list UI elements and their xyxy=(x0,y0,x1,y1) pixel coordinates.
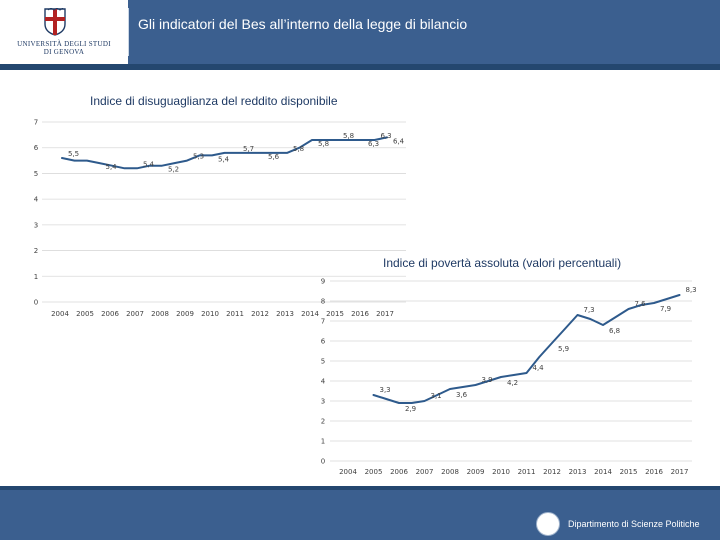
chart2-xtick-label: 2017 xyxy=(671,468,689,476)
chart2-ytick-label: 2 xyxy=(321,418,325,426)
chart2-data-label: 2,9 xyxy=(405,405,416,413)
chart2-data-label: 7,3 xyxy=(584,306,595,314)
slide-title: Gli indicatori del Bes all’interno della… xyxy=(138,16,468,32)
chart2-ytick-label: 9 xyxy=(321,278,325,286)
chart2-xtick-label: 2006 xyxy=(390,468,408,476)
chart2-data-label: 4,2 xyxy=(507,379,518,387)
chart2-xtick-label: 2014 xyxy=(594,468,612,476)
chart1-xtick-label: 2009 xyxy=(176,310,194,318)
chart2-ytick-label: 6 xyxy=(321,338,326,346)
university-name-line2: DI GENOVA xyxy=(43,48,85,56)
chart2-xtick-label: 2015 xyxy=(620,468,638,476)
chart2-ytick-label: 3 xyxy=(321,398,325,406)
chart1-series-line xyxy=(61,136,388,170)
chart2-ytick-label: 4 xyxy=(321,378,326,386)
chart2-data-label: 3,9 xyxy=(482,376,493,384)
department-name: Dipartimento di Scienze Politiche xyxy=(568,519,700,529)
header-divider xyxy=(128,8,129,56)
chart2-data-label: 4,4 xyxy=(533,364,545,372)
chart1-data-label: 5,8 xyxy=(343,132,354,140)
chart1-data-label: 5,7 xyxy=(243,145,254,153)
chart1-ytick-label: 6 xyxy=(34,144,39,152)
chart1-data-label: 5,6 xyxy=(268,153,280,161)
chart1-xtick-label: 2006 xyxy=(101,310,119,318)
chart2-xtick-label: 2010 xyxy=(492,468,510,476)
chart2-xtick-label: 2013 xyxy=(569,468,587,476)
chart1-ytick-label: 3 xyxy=(34,221,38,229)
chart2-xtick-label: 2009 xyxy=(467,468,485,476)
chart2-ytick-label: 7 xyxy=(321,318,325,326)
chart2-title: Indice di povertà assoluta (valori perce… xyxy=(383,256,622,270)
chart1-xtick-label: 2011 xyxy=(226,310,244,318)
chart2-xtick-label: 2016 xyxy=(645,468,663,476)
chart1-ytick-label: 1 xyxy=(34,273,38,281)
chart1-ytick-label: 2 xyxy=(34,247,38,255)
chart1-xtick-label: 2004 xyxy=(51,310,69,318)
chart1-data-label: 5,4 xyxy=(106,163,118,171)
chart1-ytick-label: 0 xyxy=(34,299,38,307)
chart1-ytick-label: 7 xyxy=(34,119,38,127)
chart2-data-label: 7,6 xyxy=(635,300,647,308)
chart1-xtick-label: 2008 xyxy=(151,310,169,318)
chart2-xtick-label: 2005 xyxy=(365,468,383,476)
university-logo: UNIVERSITÀ DEGLI STUDI DI GENOVA xyxy=(0,0,128,66)
chart2-ytick-label: 8 xyxy=(321,298,325,306)
chart2-xtick-label: 2004 xyxy=(339,468,357,476)
chart1-data-label: 5,8 xyxy=(318,140,329,148)
university-name: UNIVERSITÀ DEGLI STUDI DI GENOVA xyxy=(4,40,124,56)
chart2-data-label: 7,9 xyxy=(660,305,671,313)
chart1-data-label: 5,4 xyxy=(143,160,155,168)
chart2-xtick-label: 2012 xyxy=(543,468,561,476)
footer-bar xyxy=(0,490,720,540)
chart1-ytick-label: 5 xyxy=(34,170,38,178)
chart1-xtick-label: 2010 xyxy=(201,310,219,318)
chart1-data-label: 5,5 xyxy=(68,150,79,158)
chart2-data-label: 3,1 xyxy=(431,392,442,400)
shield-icon xyxy=(44,8,66,36)
header-band xyxy=(0,64,720,70)
chart1-xtick-label: 2014 xyxy=(301,310,319,318)
chart1-xtick-label: 2015 xyxy=(326,310,344,318)
department-seal-icon xyxy=(536,512,560,536)
chart2-ytick-label: 1 xyxy=(321,438,325,446)
chart1-xtick-label: 2012 xyxy=(251,310,269,318)
chart2-data-label: 5,9 xyxy=(558,345,569,353)
chart1-data-label: 5,3 xyxy=(193,153,204,161)
chart1-data-label: 6,3 xyxy=(381,132,392,140)
chart2-data-label: 3,6 xyxy=(456,391,468,399)
chart2-data-label: 8,3 xyxy=(686,286,697,294)
chart1-data-label: 5,2 xyxy=(168,166,179,174)
chart1-xtick-label: 2005 xyxy=(76,310,94,318)
chart1-xtick-label: 2007 xyxy=(126,310,144,318)
chart2-ytick-label: 5 xyxy=(321,358,325,366)
chart2-series-line xyxy=(372,294,681,404)
chart1-xtick-label: 2017 xyxy=(376,310,394,318)
chart1-ytick-label: 4 xyxy=(34,196,39,204)
chart1-xtick-label: 2016 xyxy=(351,310,369,318)
chart1-xtick-label: 2013 xyxy=(276,310,294,318)
chart1-title: Indice di disuguaglianza del reddito dis… xyxy=(90,94,338,108)
chart2-xtick-label: 2007 xyxy=(416,468,434,476)
chart2-ytick-label: 0 xyxy=(321,458,325,466)
chart2-data-label: 6,8 xyxy=(609,327,620,335)
chart2-xtick-label: 2008 xyxy=(441,468,459,476)
chart2-xtick-label: 2011 xyxy=(518,468,536,476)
footer-strip xyxy=(0,486,720,490)
chart1-data-label: 6,4 xyxy=(393,137,405,145)
chart2-data-label: 3,3 xyxy=(380,386,391,394)
chart1-data-label: 5,4 xyxy=(218,155,230,163)
university-name-line1: UNIVERSITÀ DEGLI STUDI xyxy=(17,40,111,48)
chart1-data-label: 5,8 xyxy=(293,145,304,153)
chart1-data-label: 6,3 xyxy=(368,140,379,148)
